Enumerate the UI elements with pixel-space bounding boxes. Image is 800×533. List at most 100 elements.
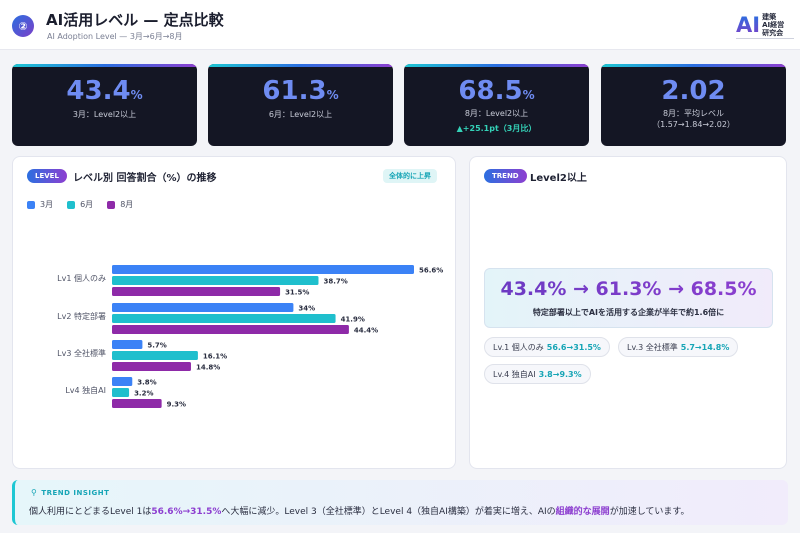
kpi-unit: % [130,88,143,102]
category-label: Lv3 全社標準 [57,348,106,358]
bar-value-label: 38.7% [323,278,347,286]
bar [112,314,336,323]
bar-value-label: 14.8% [196,364,220,372]
bar [112,377,133,386]
bar [112,325,349,334]
logo: AI 建築 AI経営 研究会 [736,8,794,42]
bar [112,399,162,408]
bar-value-label: 5.7% [147,342,166,350]
kpi-unit: % [522,88,535,102]
kpi-number: 61.3 [262,76,327,106]
logo-line-1: 建築 [762,13,777,21]
legend-swatch [27,200,35,209]
bar [112,388,130,397]
insight-text-c: が加速しています。 [609,507,690,517]
bar-value-label: 9.3% [167,401,186,409]
kpi-number: 43.4 [66,76,131,106]
chip-label: Lv.3 全社標準 [627,342,678,352]
bar-value-label: 3.8% [137,379,156,387]
bar-value-label: 16.1% [203,353,227,361]
logo-text: 建築 AI経営 研究会 [762,13,784,37]
kpi-card-average-level: 2.02 8月：平均レベル （1.57→1.84→2.02） [601,64,786,146]
legend-label: 3月 [40,200,54,209]
legend-label: 8月 [120,200,134,209]
trend-panel: TREND Level2以上 43.4% → 61.3% → 68.5% 特定部… [469,156,787,469]
bar [112,276,319,285]
bar-value-label: 44.4% [354,327,378,335]
legend-item-june: 6月 [67,199,93,210]
level-pill: LEVEL [27,169,67,183]
logo-line-3: 研究会 [762,29,784,37]
trend-headline: 43.4% → 61.3% → 68.5% [485,278,772,300]
category-label: Lv2 特定部署 [57,311,106,321]
insight-highlight-1: 56.6%→31.5% [151,507,222,517]
category-label: Lv1 個人のみ [57,273,106,283]
kpi-card-june: 61.3% 6月：Level2以上 [208,64,393,146]
kpi-sub: （1.57→1.84→2.02） [652,120,735,129]
kpi-value: 43.4% [12,76,197,106]
bar [112,351,198,360]
kpi-label: 8月：平均レベル [662,109,725,118]
chip-value: 3.8→9.3% [538,369,582,379]
chip-lv4: Lv.4 独自AI 3.8→9.3% [484,364,591,384]
page-subtitle: AI Adoption Level — 3月→6月→8月 [47,32,183,41]
trend-up-tag: 全体的に上昇 [383,169,437,183]
insight-text-b: へ大幅に減少。Level 3（全社標準）とLevel 4（独自AI構築）が着実に… [221,507,556,517]
logo-mark: AI [736,12,761,37]
bar-value-label: 41.9% [341,316,365,324]
kpi-delta: ▲+25.1pt（3月比） [456,124,537,133]
insight-title-text: TREND INSIGHT [41,489,110,497]
insight-highlight-2: 組織的な展開 [555,507,610,517]
insight-text-a: 個人利用にとどまるLevel 1は [29,507,152,517]
bar-value-label: 34% [298,305,315,313]
bar-value-label: 3.2% [134,390,153,398]
headline-box: 43.4% → 61.3% → 68.5% 特定部署以上でAIを活用する企業が半… [484,268,773,328]
insight-text: 個人利用にとどまるLevel 1は56.6%→31.5%へ大幅に減少。Level… [29,504,690,517]
bar [112,340,143,349]
chip-lv1: Lv.1 個人のみ 56.6→31.5% [484,337,610,357]
chip-lv3: Lv.3 全社標準 5.7→14.8% [618,337,739,357]
kpi-card-august: 68.5% 8月：Level2以上 ▲+25.1pt（3月比） [404,64,589,146]
trend-insight: ⚲ TREND INSIGHT 個人利用にとどまるLevel 1は56.6%→31… [12,480,788,525]
page-title: AI活用レベル — 定点比較 [46,11,224,29]
chip-value: 56.6→31.5% [546,342,601,352]
bar-value-label: 56.6% [419,267,443,275]
legend-swatch [67,200,76,209]
step-badge: ② [12,15,34,37]
kpi-value: 61.3% [208,76,393,106]
legend-label: 6月 [80,200,94,209]
trend-pill: TREND [484,169,527,183]
bar [112,303,294,312]
logo-line-2: AI経営 [762,21,785,29]
trend-headline-sub: 特定部署以上でAIを活用する企業が半年で約1.6倍に [532,308,725,317]
chart-panel-title: レベル別 回答割合（%）の推移 [73,173,217,184]
kpi-row: 43.4% 3月：Level2以上 61.3% 6月：Level2以上 68.5… [12,64,788,146]
kpi-card-march: 43.4% 3月：Level2以上 [12,64,197,146]
logo-underline [736,38,794,39]
chart-legend: 3月 6月 8月 [27,199,133,210]
chip-label: Lv.4 独自AI [493,369,536,379]
legend-item-march: 3月 [27,199,53,210]
chip-label: Lv.1 個人のみ [493,342,544,352]
category-label: Lv4 独自AI [65,385,106,395]
bar [112,265,414,274]
trend-panel-title: Level2以上 [530,173,587,184]
kpi-number: 2.02 [661,76,726,106]
kpi-label: 8月：Level2以上 [464,109,529,118]
kpi-number: 68.5 [458,76,523,106]
kpi-value: 68.5% [404,76,589,106]
bar-value-label: 31.5% [285,289,309,297]
page-header: ② AI活用レベル — 定点比較 AI Adoption Level — 3月→… [0,0,800,50]
insight-title: ⚲ TREND INSIGHT [31,488,109,497]
kpi-label: 3月：Level2以上 [72,110,137,119]
legend-item-august: 8月 [107,199,133,210]
kpi-unit: % [326,88,339,102]
level-bar-chart: Lv1 個人のみ 56.6% 38.7% 31.5% Lv2 特定部署 34% 41.9% 4… [57,265,443,409]
bar [112,362,191,371]
level-chart-panel: LEVEL レベル別 回答割合（%）の推移 全体的に上昇 3月 6月 8月 Lv… [12,156,456,469]
legend-swatch [107,200,116,209]
kpi-value: 2.02 [601,76,786,106]
kpi-label: 6月：Level2以上 [268,110,333,119]
chip-value: 5.7→14.8% [680,342,730,352]
bar [112,287,281,296]
